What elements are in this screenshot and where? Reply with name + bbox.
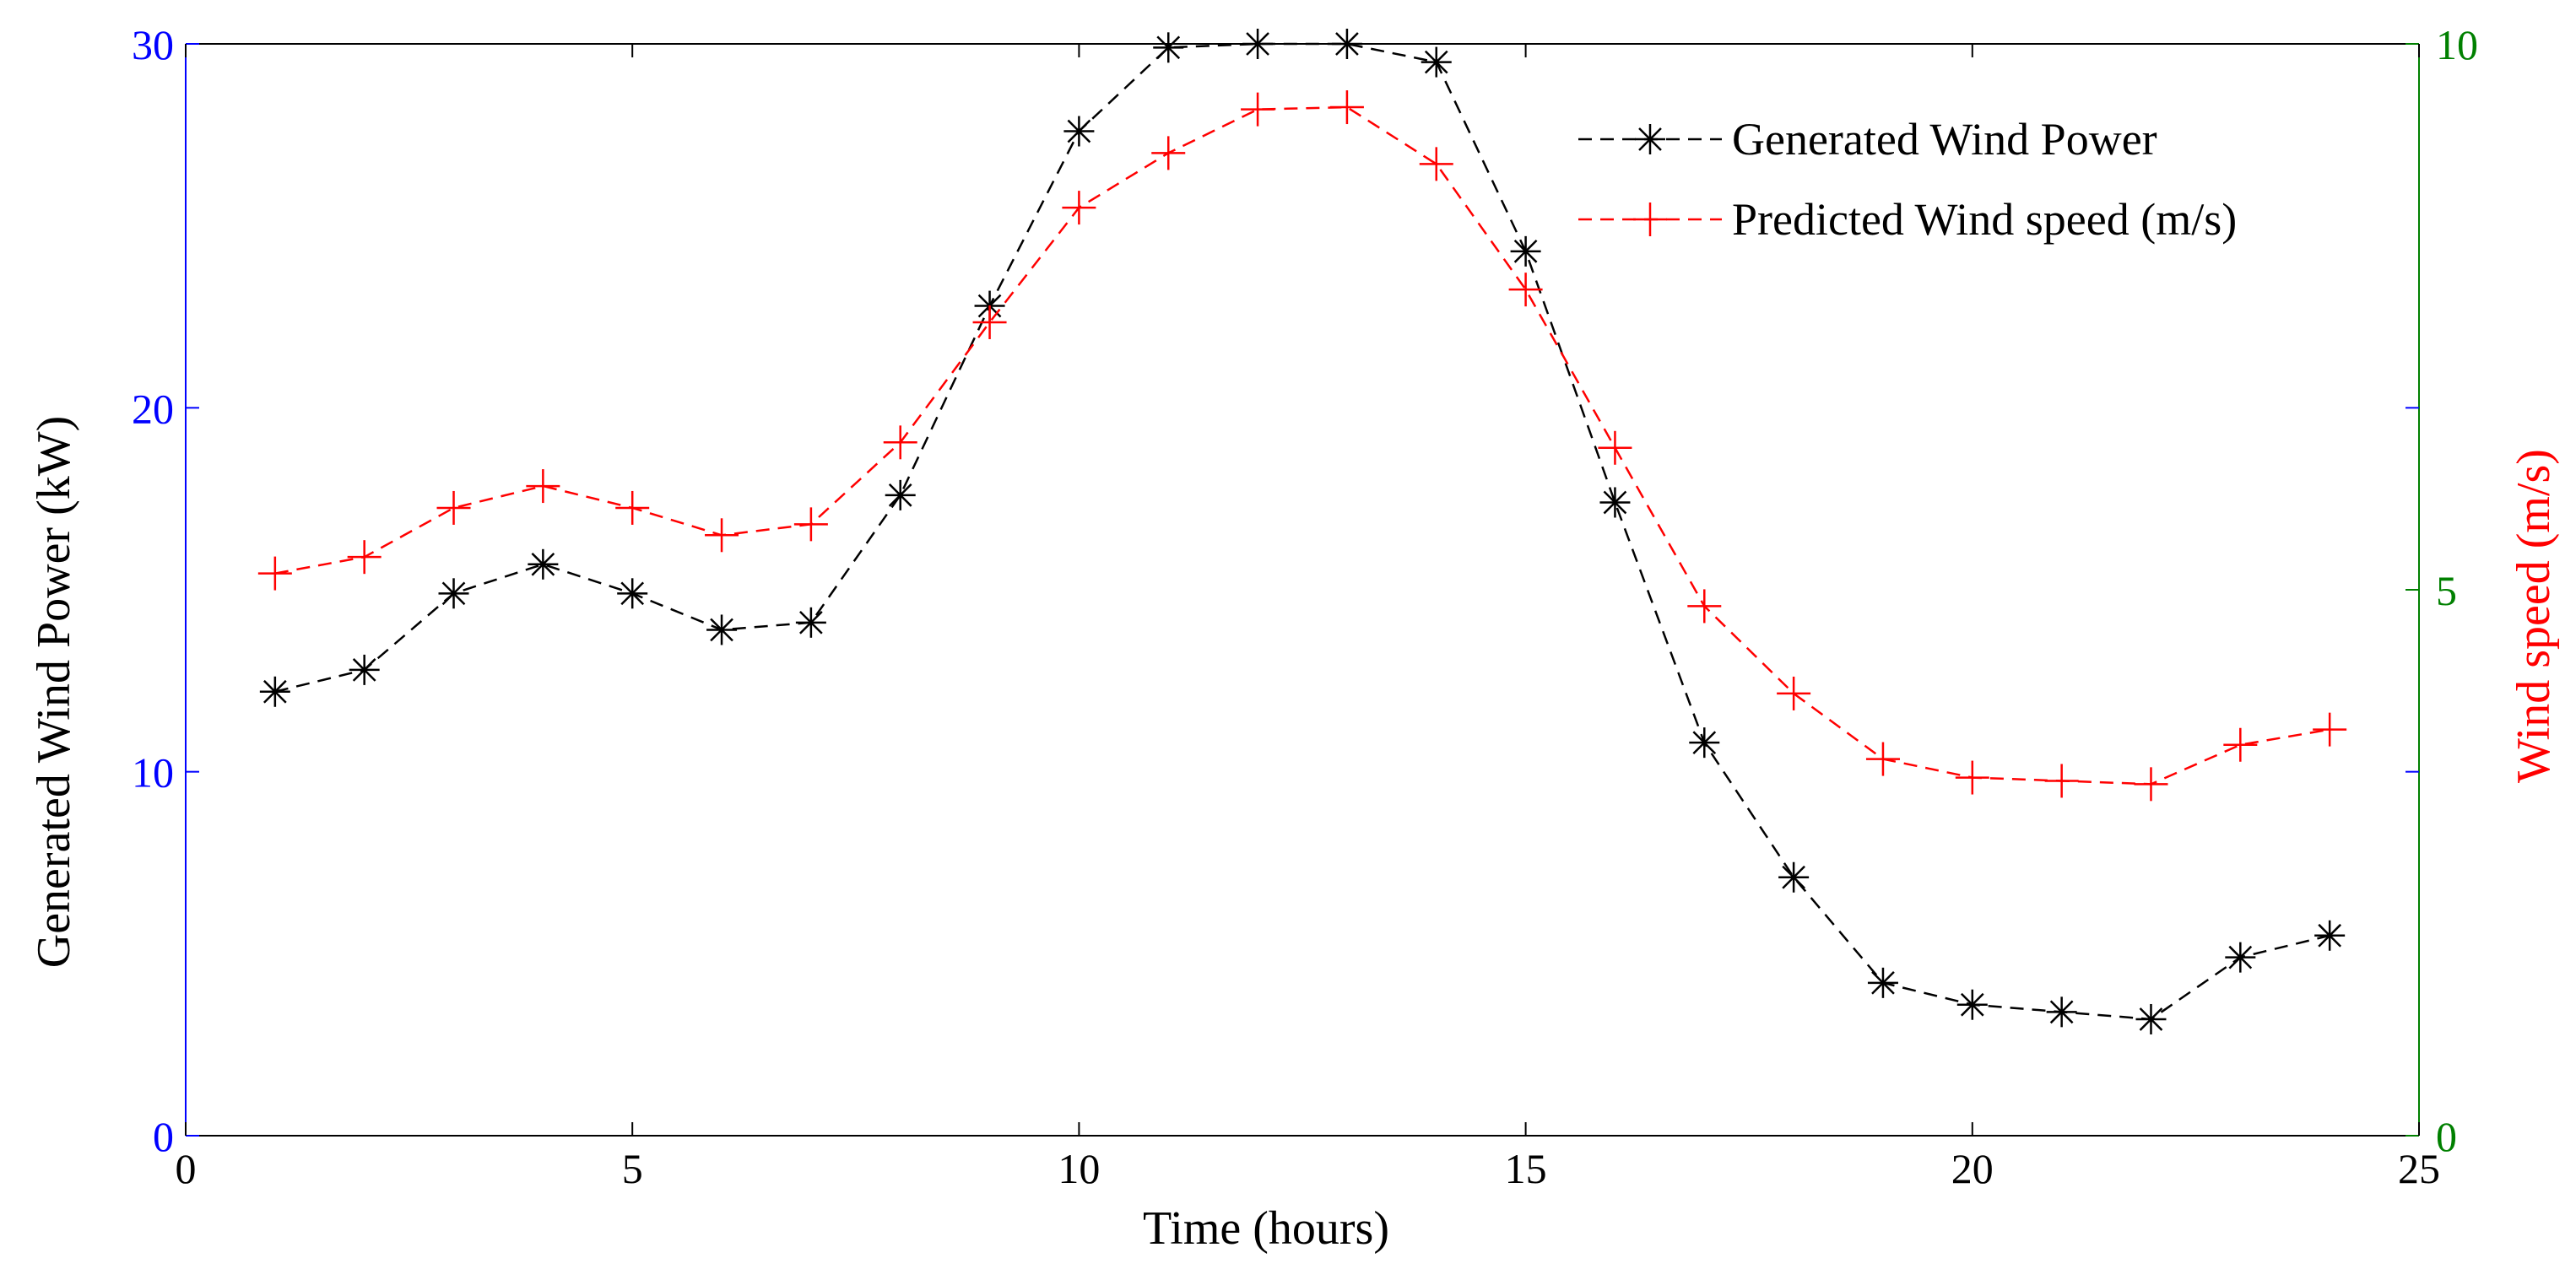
data-point [1867, 967, 1898, 998]
data-point [705, 518, 739, 553]
data-point [1241, 92, 1275, 127]
legend-marker-generated-wind-power [1635, 124, 1665, 154]
series-layer [257, 29, 2347, 1034]
left-tick-label: 0 [153, 1113, 174, 1160]
series-predicted-wind-speed-m-s [257, 90, 2347, 802]
data-point [1689, 727, 1720, 759]
x-tick-label: 20 [1951, 1145, 1994, 1192]
data-point [2313, 712, 2347, 747]
x-tick-label: 5 [622, 1145, 643, 1192]
data-point [1510, 235, 1541, 267]
x-tick-label: 10 [1058, 1145, 1100, 1192]
data-point [1777, 676, 1811, 710]
data-point [615, 490, 650, 525]
data-point [1421, 46, 1452, 78]
left-y-axis: 0 10 20 30 [132, 21, 2419, 1160]
data-point [2314, 920, 2346, 951]
right-y-axis-label: Wind speed (m/s) [2508, 449, 2560, 783]
data-point [2044, 764, 2079, 798]
x-tick-label: 15 [1505, 1145, 1547, 1192]
data-point [526, 469, 560, 504]
legend: Generated Wind Power Predicted Wind spee… [1578, 114, 2237, 245]
right-tick-label: 5 [2436, 567, 2457, 614]
legend-marker-glyph [1635, 124, 1665, 154]
data-point [2046, 996, 2077, 1028]
data-point [1865, 742, 1900, 776]
x-axis-label: Time (hours) [1143, 1202, 1389, 1255]
right-y-axis: 0 5 10 [2406, 21, 2478, 1160]
data-point [1508, 273, 1543, 307]
data-point [1329, 90, 1364, 125]
left-tick-label: 30 [132, 21, 174, 68]
right-tick-label: 10 [2436, 21, 2478, 68]
data-point [1419, 147, 1453, 181]
data-point [438, 578, 469, 609]
data-point [2225, 942, 2256, 973]
data-point [1778, 861, 1810, 893]
data-point [2135, 1003, 2167, 1034]
series-line-predicted-wind-speed-m-s [274, 105, 2330, 786]
left-y-axis-label: Generated Wind Power (kW) [28, 416, 80, 968]
data-point [1598, 430, 1632, 465]
left-tick-label: 20 [132, 385, 174, 432]
data-point [706, 614, 738, 645]
data-point [617, 578, 648, 609]
legend-label-predicted-wind-speed: Predicted Wind speed (m/s) [1732, 194, 2237, 245]
plot-frame [185, 43, 2420, 1137]
right-tick-label: 0 [2436, 1113, 2457, 1160]
legend-marker-predicted-wind-speed [1633, 202, 1667, 236]
data-point [1956, 989, 1988, 1020]
x-tick-label: 25 [2398, 1145, 2440, 1192]
data-point [1955, 760, 1989, 795]
data-point [1599, 487, 1631, 518]
data-point [972, 305, 1007, 339]
data-point [1062, 191, 1096, 225]
legend-label-generated-wind-power: Generated Wind Power [1732, 114, 2157, 165]
data-point [1331, 29, 1362, 59]
data-point [349, 654, 380, 685]
data-point [795, 607, 826, 638]
data-point [436, 490, 471, 525]
x-axis: 0 5 10 15 20 25 [176, 44, 2440, 1192]
data-point [2134, 767, 2168, 802]
data-point [347, 540, 382, 575]
data-point [1242, 29, 1274, 59]
left-tick-label: 10 [132, 749, 174, 796]
data-point [259, 676, 290, 707]
data-point [1063, 116, 1095, 147]
data-point [793, 507, 828, 542]
data-point [528, 548, 559, 580]
data-point [1153, 32, 1184, 63]
data-point [885, 479, 916, 510]
x-tick-label: 0 [176, 1145, 197, 1192]
data-point [1151, 136, 1186, 170]
data-point [883, 425, 917, 460]
series-line-generated-wind-power [274, 42, 2330, 1021]
series-generated-wind-power [259, 29, 2346, 1034]
data-point [1687, 589, 1722, 624]
data-point [2223, 727, 2258, 762]
data-point [257, 556, 292, 591]
legend-marker-glyph [1633, 202, 1667, 236]
